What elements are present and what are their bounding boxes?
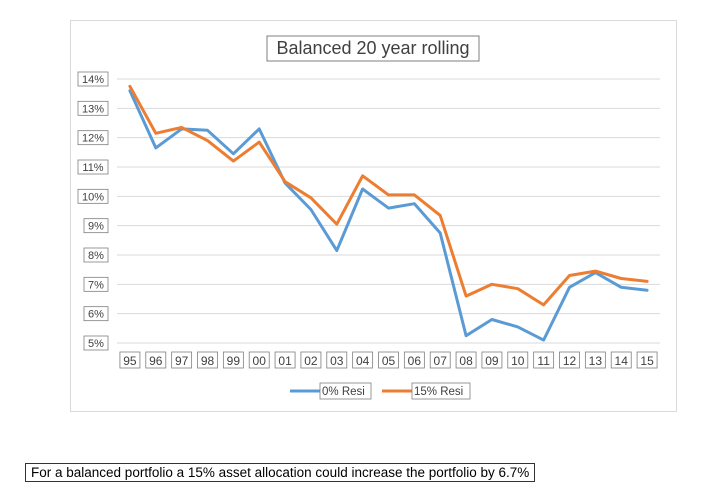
x-tick-box bbox=[481, 351, 503, 369]
chart-title: Balanced 20 year rolling bbox=[276, 38, 469, 58]
y-tick-box bbox=[83, 218, 109, 234]
x-tick-label: 96 bbox=[149, 354, 163, 368]
x-tick-label: 99 bbox=[227, 354, 241, 368]
y-tick-box bbox=[77, 71, 109, 87]
legend-label-0: 0% Resi bbox=[322, 386, 365, 398]
x-tick-box bbox=[248, 351, 270, 369]
y-tick-label: 9% bbox=[88, 221, 104, 233]
x-tick-label: 97 bbox=[175, 354, 189, 368]
y-tick-label: 13% bbox=[82, 103, 104, 115]
y-tick-label: 14% bbox=[82, 74, 104, 86]
y-tick-box bbox=[77, 100, 109, 116]
x-tick-label: 95 bbox=[123, 354, 137, 368]
y-tick-label: 11% bbox=[82, 162, 103, 174]
x-axis-ticks: 95 96 97 98 99 00 01 02 03 04 05 06 07 08 09 10 11 12 13 14… bbox=[119, 351, 658, 369]
legend-label-1: 15% Resi bbox=[414, 386, 463, 398]
x-tick-box bbox=[429, 351, 451, 369]
x-tick-box bbox=[610, 351, 632, 369]
x-tick-label: 08 bbox=[459, 354, 473, 368]
legend-label-box bbox=[411, 382, 471, 400]
y-tick-label: 12% bbox=[82, 133, 104, 145]
x-tick-label: 00 bbox=[253, 354, 267, 368]
x-tick-box bbox=[455, 351, 477, 369]
x-tick-label: 11 bbox=[537, 354, 550, 368]
x-tick-box bbox=[326, 351, 348, 369]
x-tick-label: 13 bbox=[589, 354, 603, 368]
x-tick-label: 07 bbox=[434, 354, 448, 368]
x-tick-box bbox=[559, 351, 580, 369]
x-tick-box bbox=[119, 351, 141, 369]
x-tick-box bbox=[636, 351, 658, 369]
x-tick-box bbox=[274, 351, 296, 369]
legend: 0% Resi 15% Resi bbox=[290, 382, 471, 400]
x-tick-label: 05 bbox=[382, 354, 396, 368]
x-tick-label: 12 bbox=[563, 354, 577, 368]
x-tick-box bbox=[300, 351, 322, 369]
y-tick-box bbox=[83, 306, 109, 322]
x-tick-box bbox=[584, 351, 606, 369]
y-axis-ticks: 5% 6% 7% 8% 9% 10% 11% 12% 13% 14% bbox=[77, 71, 109, 351]
series-lines bbox=[128, 84, 649, 342]
y-tick-label: 10% bbox=[82, 191, 104, 203]
y-tick-label: 7% bbox=[88, 279, 104, 291]
y-tick-label: 8% bbox=[88, 250, 104, 262]
x-tick-label: 15 bbox=[640, 354, 654, 368]
x-tick-box bbox=[533, 351, 555, 369]
x-tick-box bbox=[197, 351, 218, 369]
y-tick-label: 5% bbox=[88, 338, 104, 350]
chart-title-box: Balanced 20 year rolling bbox=[266, 35, 480, 62]
legend-label-box bbox=[319, 382, 372, 400]
x-tick-box bbox=[171, 351, 193, 369]
y-tick-box bbox=[77, 159, 109, 175]
series-line-0 bbox=[128, 89, 649, 342]
caption-text: For a balanced portfolio a 15% asset all… bbox=[25, 463, 536, 482]
x-tick-label: 14 bbox=[615, 354, 629, 368]
x-tick-label: 09 bbox=[485, 354, 499, 368]
x-tick-label: 03 bbox=[330, 354, 344, 368]
x-tick-box bbox=[403, 351, 425, 369]
chart-frame bbox=[70, 20, 677, 412]
y-tick-box bbox=[83, 335, 109, 351]
y-tick-box bbox=[83, 276, 109, 292]
x-tick-label: 04 bbox=[356, 354, 370, 368]
series-line-1 bbox=[128, 84, 649, 307]
gridlines bbox=[117, 78, 660, 344]
y-tick-label: 6% bbox=[88, 309, 104, 321]
x-tick-label: 06 bbox=[408, 354, 422, 368]
x-tick-label: 01 bbox=[278, 354, 292, 368]
y-tick-box bbox=[77, 130, 109, 146]
x-tick-label: 10 bbox=[511, 354, 525, 368]
x-tick-box bbox=[507, 351, 529, 369]
x-tick-box bbox=[352, 351, 374, 369]
x-tick-box bbox=[222, 351, 244, 369]
x-tick-box bbox=[145, 351, 167, 369]
y-tick-box bbox=[83, 247, 109, 263]
y-tick-box bbox=[77, 188, 109, 204]
x-tick-label: 98 bbox=[201, 354, 215, 368]
x-tick-label: 02 bbox=[304, 354, 318, 368]
x-tick-box bbox=[378, 351, 399, 369]
